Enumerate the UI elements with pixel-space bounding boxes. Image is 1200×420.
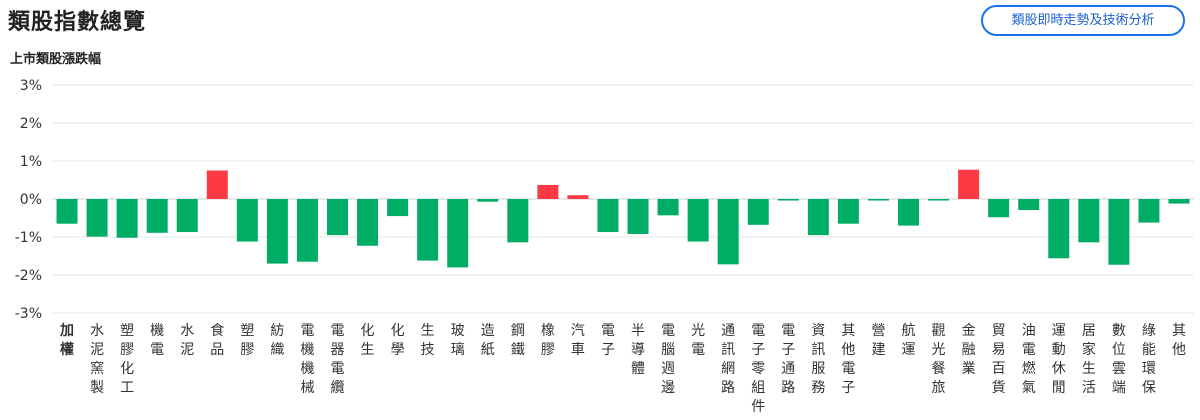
bar[interactable] [747,199,769,225]
x-tick-label: 光電 [691,323,705,358]
bars [56,169,1190,268]
bar[interactable] [1108,199,1130,265]
x-tick-label: 油電燃氣 [1022,323,1036,396]
sector-analysis-button[interactable]: 類股即時走勢及技術分析 [981,5,1185,36]
x-tick-label: 生技 [421,323,435,358]
x-tick-label: 居家生活 [1082,323,1096,396]
y-tick-label: 2% [20,116,42,132]
x-tick-label: 資訊服務 [811,323,825,396]
x-tick-label: 機電 [150,323,164,358]
bar[interactable] [387,199,409,217]
x-tick-label: 橡膠 [541,323,555,358]
bar[interactable] [687,199,709,242]
x-tick-label: 化生 [361,323,375,358]
bar[interactable] [837,199,859,224]
x-tick-label: 電腦週邊 [661,323,675,396]
x-tick-label: 食品 [210,322,224,358]
y-tick-label: 3% [20,78,42,94]
y-tick-label: -2% [15,268,42,284]
page-title: 類股指數總覽 [8,10,147,35]
x-tick-label: 通訊網路 [721,323,735,396]
x-tick-label: 數位雲端 [1112,323,1126,396]
bar[interactable] [116,199,138,238]
bar[interactable] [1138,199,1160,223]
bar[interactable] [567,195,589,199]
bar[interactable] [86,199,108,237]
bar[interactable] [56,199,78,224]
x-tick-label: 金融業 [962,323,976,377]
x-tick-label: 電器電纜 [331,323,345,396]
y-tick-label: 0% [20,192,42,208]
bar[interactable] [958,169,980,199]
x-tick-label: 其他 [1172,323,1186,358]
x-tick-label: 水泥 [180,323,194,358]
y-tick-label: -3% [15,306,42,322]
y-tick-label: 1% [20,154,42,170]
x-tick-label: 水泥窯製 [90,323,104,396]
bar[interactable] [327,199,348,236]
x-tick-label: 汽車 [571,323,585,358]
bar[interactable] [657,199,679,216]
x-tick-label: 營建 [871,323,885,358]
bar[interactable] [777,199,799,201]
x-tick-label: 加權 [59,323,74,358]
y-tick-label: -1% [15,230,42,246]
x-tick-label: 造紙 [481,323,495,358]
x-tick-label: 綠能環保 [1142,323,1156,396]
x-tick-label: 鋼鐵 [511,323,525,358]
bar[interactable] [988,199,1010,218]
x-tick-label: 其他電子 [841,323,855,396]
x-tick-label: 玻璃 [451,323,465,358]
bar[interactable] [537,184,559,199]
x-tick-label: 運動休閒 [1052,323,1066,396]
x-tick-label: 電機機械 [300,323,314,396]
bar[interactable] [176,199,198,233]
bar[interactable] [867,199,889,201]
chart-title: 上市類股漲跌幅 [10,52,102,67]
bar[interactable] [717,199,739,265]
bar[interactable] [146,199,168,233]
bar[interactable] [296,199,318,262]
bar[interactable] [357,199,379,246]
bar[interactable] [1048,199,1070,259]
x-tick-label: 電子零組件 [751,323,765,415]
bar[interactable] [206,170,228,200]
bar[interactable] [507,199,529,243]
bar[interactable] [417,199,439,261]
bar[interactable] [928,199,950,201]
bar[interactable] [1018,199,1040,211]
x-tick-label: 紡織 [270,323,284,358]
x-tick-label: 貿易百貨 [992,323,1006,396]
x-tick-label: 半導體 [631,323,645,377]
bar[interactable] [477,199,499,202]
bar[interactable] [807,199,829,236]
bar[interactable] [1078,199,1100,243]
x-tick-label: 塑膠 [240,323,254,358]
x-tick-label: 電子 [601,323,615,358]
bar[interactable] [597,199,619,233]
x-tick-label: 觀光餐旅 [932,323,946,396]
bar[interactable] [447,199,469,268]
bar[interactable] [266,199,288,264]
x-tick-label: 塑膠化工 [120,323,134,396]
x-tick-label: 航運 [902,323,916,358]
x-tick-label: 電子通路 [781,323,795,396]
x-tick-label: 化學 [391,323,405,358]
bar[interactable] [1168,199,1190,204]
bar[interactable] [236,199,258,242]
bar[interactable] [898,199,919,226]
y-axis: 3% 2% 1% 0% -1% -2% -3% [15,78,42,322]
bar[interactable] [627,199,649,234]
